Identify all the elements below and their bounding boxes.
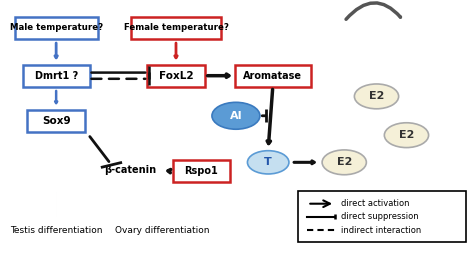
FancyBboxPatch shape: [23, 65, 90, 87]
Text: Aromatase: Aromatase: [243, 71, 302, 81]
Text: FoxL2: FoxL2: [159, 71, 193, 81]
Circle shape: [247, 151, 289, 174]
Text: E2: E2: [399, 130, 414, 140]
Circle shape: [355, 84, 399, 109]
Circle shape: [212, 102, 260, 129]
Circle shape: [322, 150, 366, 175]
Text: Rspo1: Rspo1: [184, 166, 218, 176]
FancyBboxPatch shape: [147, 65, 205, 87]
Text: T: T: [264, 157, 272, 167]
FancyBboxPatch shape: [131, 17, 221, 39]
Text: Ovary differentiation: Ovary differentiation: [115, 226, 210, 235]
Circle shape: [384, 123, 428, 148]
Text: Testis differentiation: Testis differentiation: [10, 226, 102, 235]
Text: direct activation: direct activation: [340, 199, 409, 208]
Text: E2: E2: [369, 91, 384, 101]
Text: Sox9: Sox9: [42, 116, 71, 126]
Text: Dmrt1 ?: Dmrt1 ?: [35, 71, 78, 81]
Text: Male temperature?: Male temperature?: [9, 23, 103, 32]
Text: β-catenin: β-catenin: [104, 165, 156, 175]
FancyBboxPatch shape: [27, 110, 85, 132]
FancyBboxPatch shape: [298, 191, 466, 243]
Text: indirect interaction: indirect interaction: [340, 226, 421, 235]
Text: direct suppression: direct suppression: [340, 212, 418, 221]
Text: AI: AI: [229, 111, 242, 121]
FancyBboxPatch shape: [173, 160, 230, 182]
Text: Female temperature?: Female temperature?: [124, 23, 228, 32]
FancyArrowPatch shape: [346, 3, 401, 19]
FancyBboxPatch shape: [15, 17, 98, 39]
Text: E2: E2: [337, 157, 352, 167]
FancyBboxPatch shape: [235, 65, 311, 87]
